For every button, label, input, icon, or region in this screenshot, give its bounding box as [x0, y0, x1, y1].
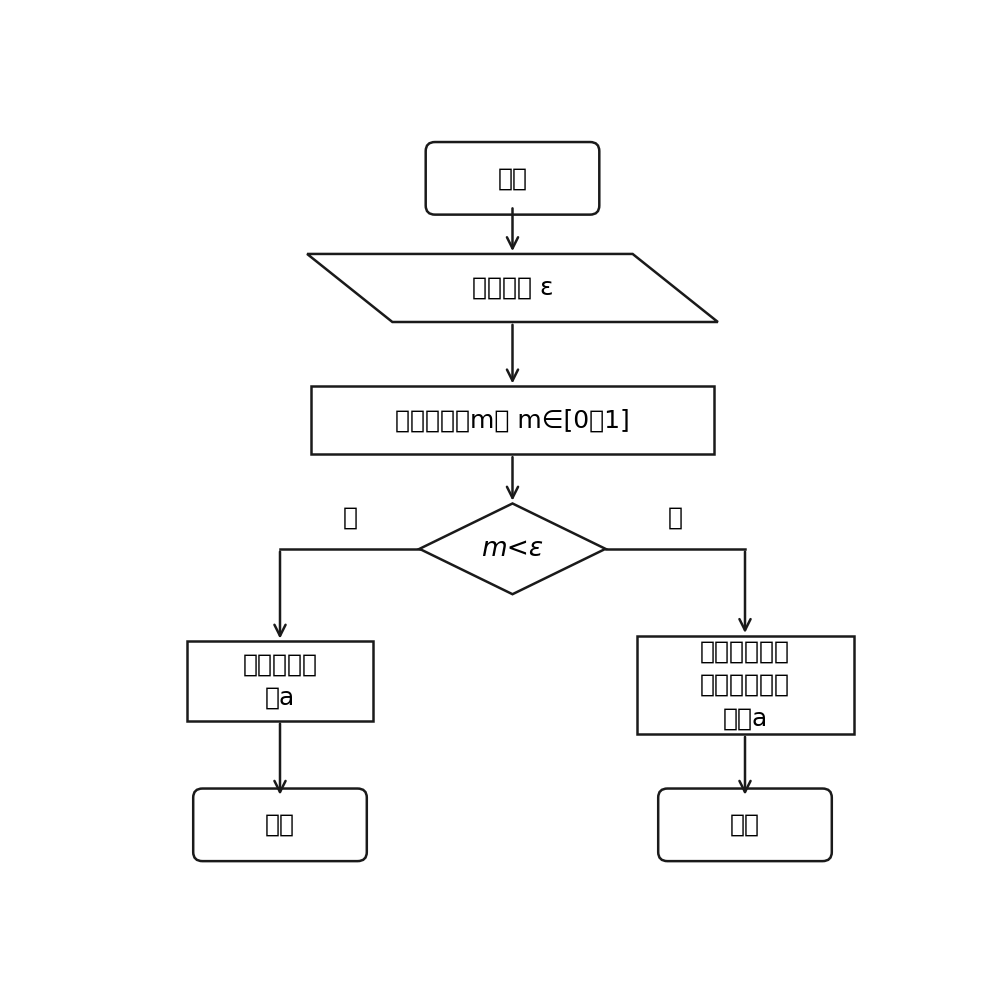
FancyBboxPatch shape [658, 789, 832, 861]
FancyBboxPatch shape [426, 142, 599, 215]
Polygon shape [420, 504, 606, 594]
Text: 否: 否 [668, 506, 683, 530]
Bar [187, 641, 373, 721]
Text: 结束: 结束 [265, 813, 295, 837]
Text: 定义参数 ε: 定义参数 ε [472, 276, 553, 300]
Bar [311, 386, 714, 455]
Text: 开始: 开始 [498, 166, 528, 191]
Text: 结束: 结束 [730, 813, 760, 837]
Text: 随机选择动
作a: 随机选择动 作a [242, 652, 318, 710]
Text: 根据深度神经
网络选取最优
动作a: 根据深度神经 网络选取最优 动作a [700, 639, 790, 731]
Text: m<ε: m<ε [481, 536, 544, 562]
FancyBboxPatch shape [193, 789, 367, 861]
Polygon shape [307, 254, 718, 322]
Bar [637, 635, 854, 735]
Text: 生成随机数m， m∈[0，1]: 生成随机数m， m∈[0，1] [395, 409, 630, 432]
Text: 是: 是 [342, 506, 357, 530]
